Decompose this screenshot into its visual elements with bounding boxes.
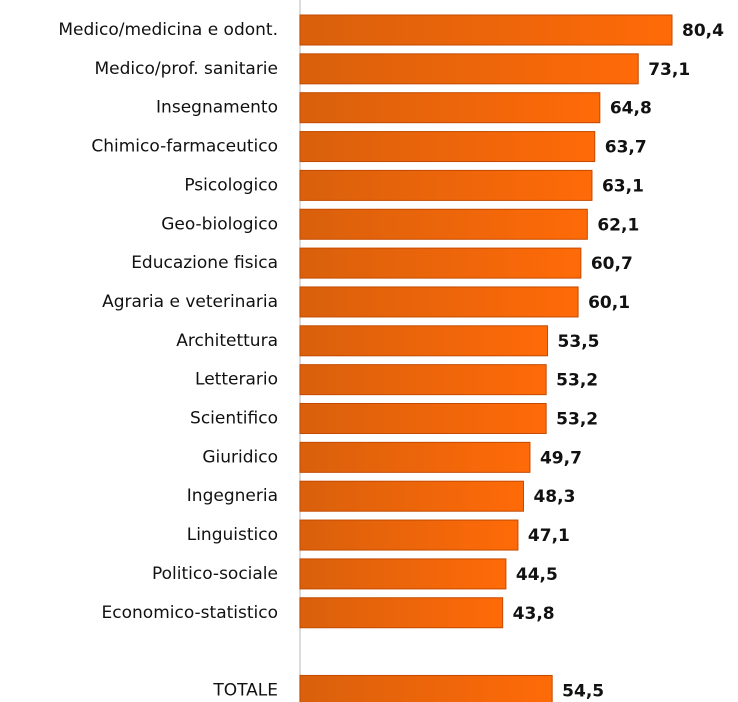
category-label: Medico/medicina e odont. (58, 20, 278, 40)
value-label: 48,3 (533, 487, 575, 507)
value-label: 80,4 (682, 21, 724, 41)
value-label: 60,1 (588, 293, 630, 313)
bar (299, 169, 593, 201)
value-label: 73,1 (648, 60, 690, 80)
category-label: Giuridico (202, 447, 278, 467)
category-label: Politico-sociale (152, 564, 278, 584)
category-label: Chimico-farmaceutico (91, 137, 278, 157)
bar (299, 441, 531, 473)
bar (299, 208, 588, 240)
category-label: Insegnamento (156, 98, 278, 118)
value-label: 62,1 (597, 215, 639, 235)
bar (299, 364, 547, 396)
bar (299, 519, 519, 551)
category-label: Medico/prof. sanitarie (94, 59, 278, 79)
value-label: 49,7 (540, 448, 582, 468)
value-label: 60,7 (591, 254, 633, 274)
category-label: Agraria e veterinaria (102, 292, 278, 312)
value-label: 63,7 (605, 138, 647, 158)
category-label: Educazione fisica (131, 253, 278, 273)
value-label: 63,1 (602, 176, 644, 196)
category-label: Letterario (195, 370, 278, 390)
value-label: 44,5 (516, 565, 558, 585)
category-label: Scientifico (190, 409, 278, 429)
value-label: 53,2 (556, 410, 598, 430)
category-label: Linguistico (187, 525, 278, 545)
category-label: Psicologico (184, 175, 278, 195)
value-label: 47,1 (528, 526, 570, 546)
value-label: 53,5 (558, 332, 600, 352)
bar (299, 92, 601, 124)
bar (299, 14, 673, 46)
bar (299, 325, 549, 357)
bar (299, 247, 582, 279)
category-label: Architettura (176, 331, 278, 351)
bar (299, 674, 553, 702)
bar (299, 480, 524, 512)
bar (299, 131, 596, 163)
category-label: TOTALE (212, 680, 278, 700)
category-label: Geo-biologico (161, 214, 278, 234)
category-label: Economico-statistico (102, 603, 278, 623)
bar (299, 558, 507, 590)
value-label: 43,8 (513, 604, 555, 624)
bar (299, 286, 579, 318)
value-label: 54,5 (562, 681, 604, 701)
bar (299, 403, 547, 434)
category-label: Ingegneria (187, 486, 278, 506)
value-label: 53,2 (556, 371, 598, 391)
bar (299, 53, 639, 85)
bar (299, 597, 504, 629)
value-label: 64,8 (610, 99, 652, 119)
